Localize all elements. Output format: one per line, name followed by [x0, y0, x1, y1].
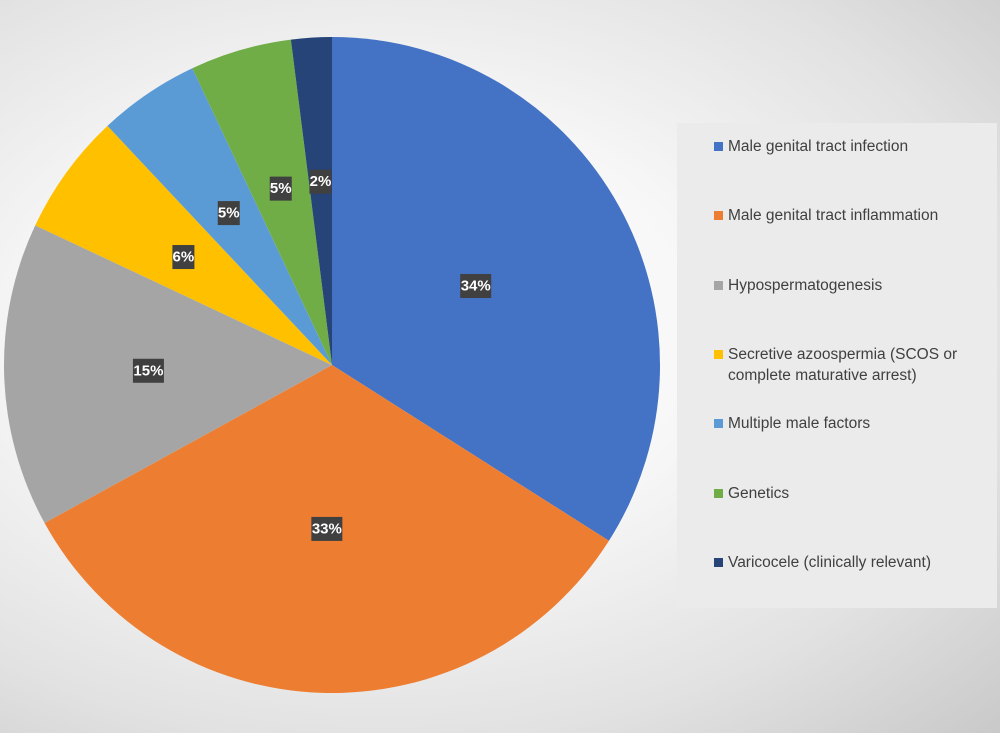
pie-slice	[332, 37, 660, 541]
data-label: 6%	[172, 245, 195, 270]
legend-item: Secretive azoospermia (SCOS or complete …	[677, 344, 997, 386]
legend-label: Multiple male factors	[728, 415, 871, 432]
legend-label: Male genital tract inflammation	[728, 207, 939, 224]
legend-item: Male genital tract inflammation	[677, 205, 997, 226]
legend-item: Varicocele (clinically relevant)	[677, 552, 997, 573]
data-label-text: 2%	[310, 173, 332, 190]
data-label: 2%	[309, 169, 332, 194]
data-label-text: 15%	[133, 362, 163, 379]
legend-label: Genetics	[728, 485, 790, 502]
data-label-background	[217, 201, 240, 226]
data-label: 33%	[311, 516, 343, 541]
pie-slices	[3, 37, 660, 694]
data-label-text: 6%	[173, 249, 195, 266]
pie-data-labels: 34% 33% 15% 6% 5% 5% 2%	[132, 169, 492, 541]
legend-label: Hypospermatogenesis	[728, 277, 883, 294]
legend-swatch	[714, 350, 723, 359]
pie-slice	[290, 37, 332, 365]
legend-label: Male genital tract infection	[728, 138, 909, 155]
pie-chart: 34% 33% 15% 6% 5% 5% 2%	[3, 37, 660, 694]
legend-swatch	[714, 558, 723, 567]
legend-item: Multiple male factors	[677, 413, 997, 434]
data-label-background	[309, 169, 332, 194]
legend-item: Hypospermatogenesis	[677, 275, 997, 296]
data-label-text: 33%	[312, 520, 342, 537]
data-label-text: 5%	[270, 180, 292, 197]
data-label-background	[132, 358, 164, 383]
legend-item: Male genital tract infection	[677, 136, 997, 157]
legend-label: Varicocele (clinically relevant)	[728, 554, 932, 571]
legend-swatch	[714, 211, 723, 220]
legend-swatch	[714, 419, 723, 428]
legend-swatch	[714, 489, 723, 498]
data-label-background	[311, 516, 343, 541]
legend-swatch	[714, 142, 723, 151]
legend: Male genital tract infection Male genita…	[677, 123, 997, 608]
pie-slice	[192, 39, 332, 366]
data-label: 5%	[269, 176, 292, 201]
data-label-background	[460, 273, 492, 298]
legend-item: Genetics	[677, 483, 997, 504]
legend-label: Secretive azoospermia (SCOS or complete …	[728, 346, 958, 384]
data-label-background	[269, 176, 292, 201]
legend-swatch	[714, 281, 723, 290]
pie-slice	[3, 225, 332, 524]
data-label-text: 5%	[218, 205, 240, 222]
data-label-text: 34%	[461, 277, 491, 294]
data-label: 5%	[217, 201, 240, 226]
data-label: 15%	[132, 358, 164, 383]
data-label-background	[172, 245, 195, 270]
data-label: 34%	[460, 273, 492, 298]
